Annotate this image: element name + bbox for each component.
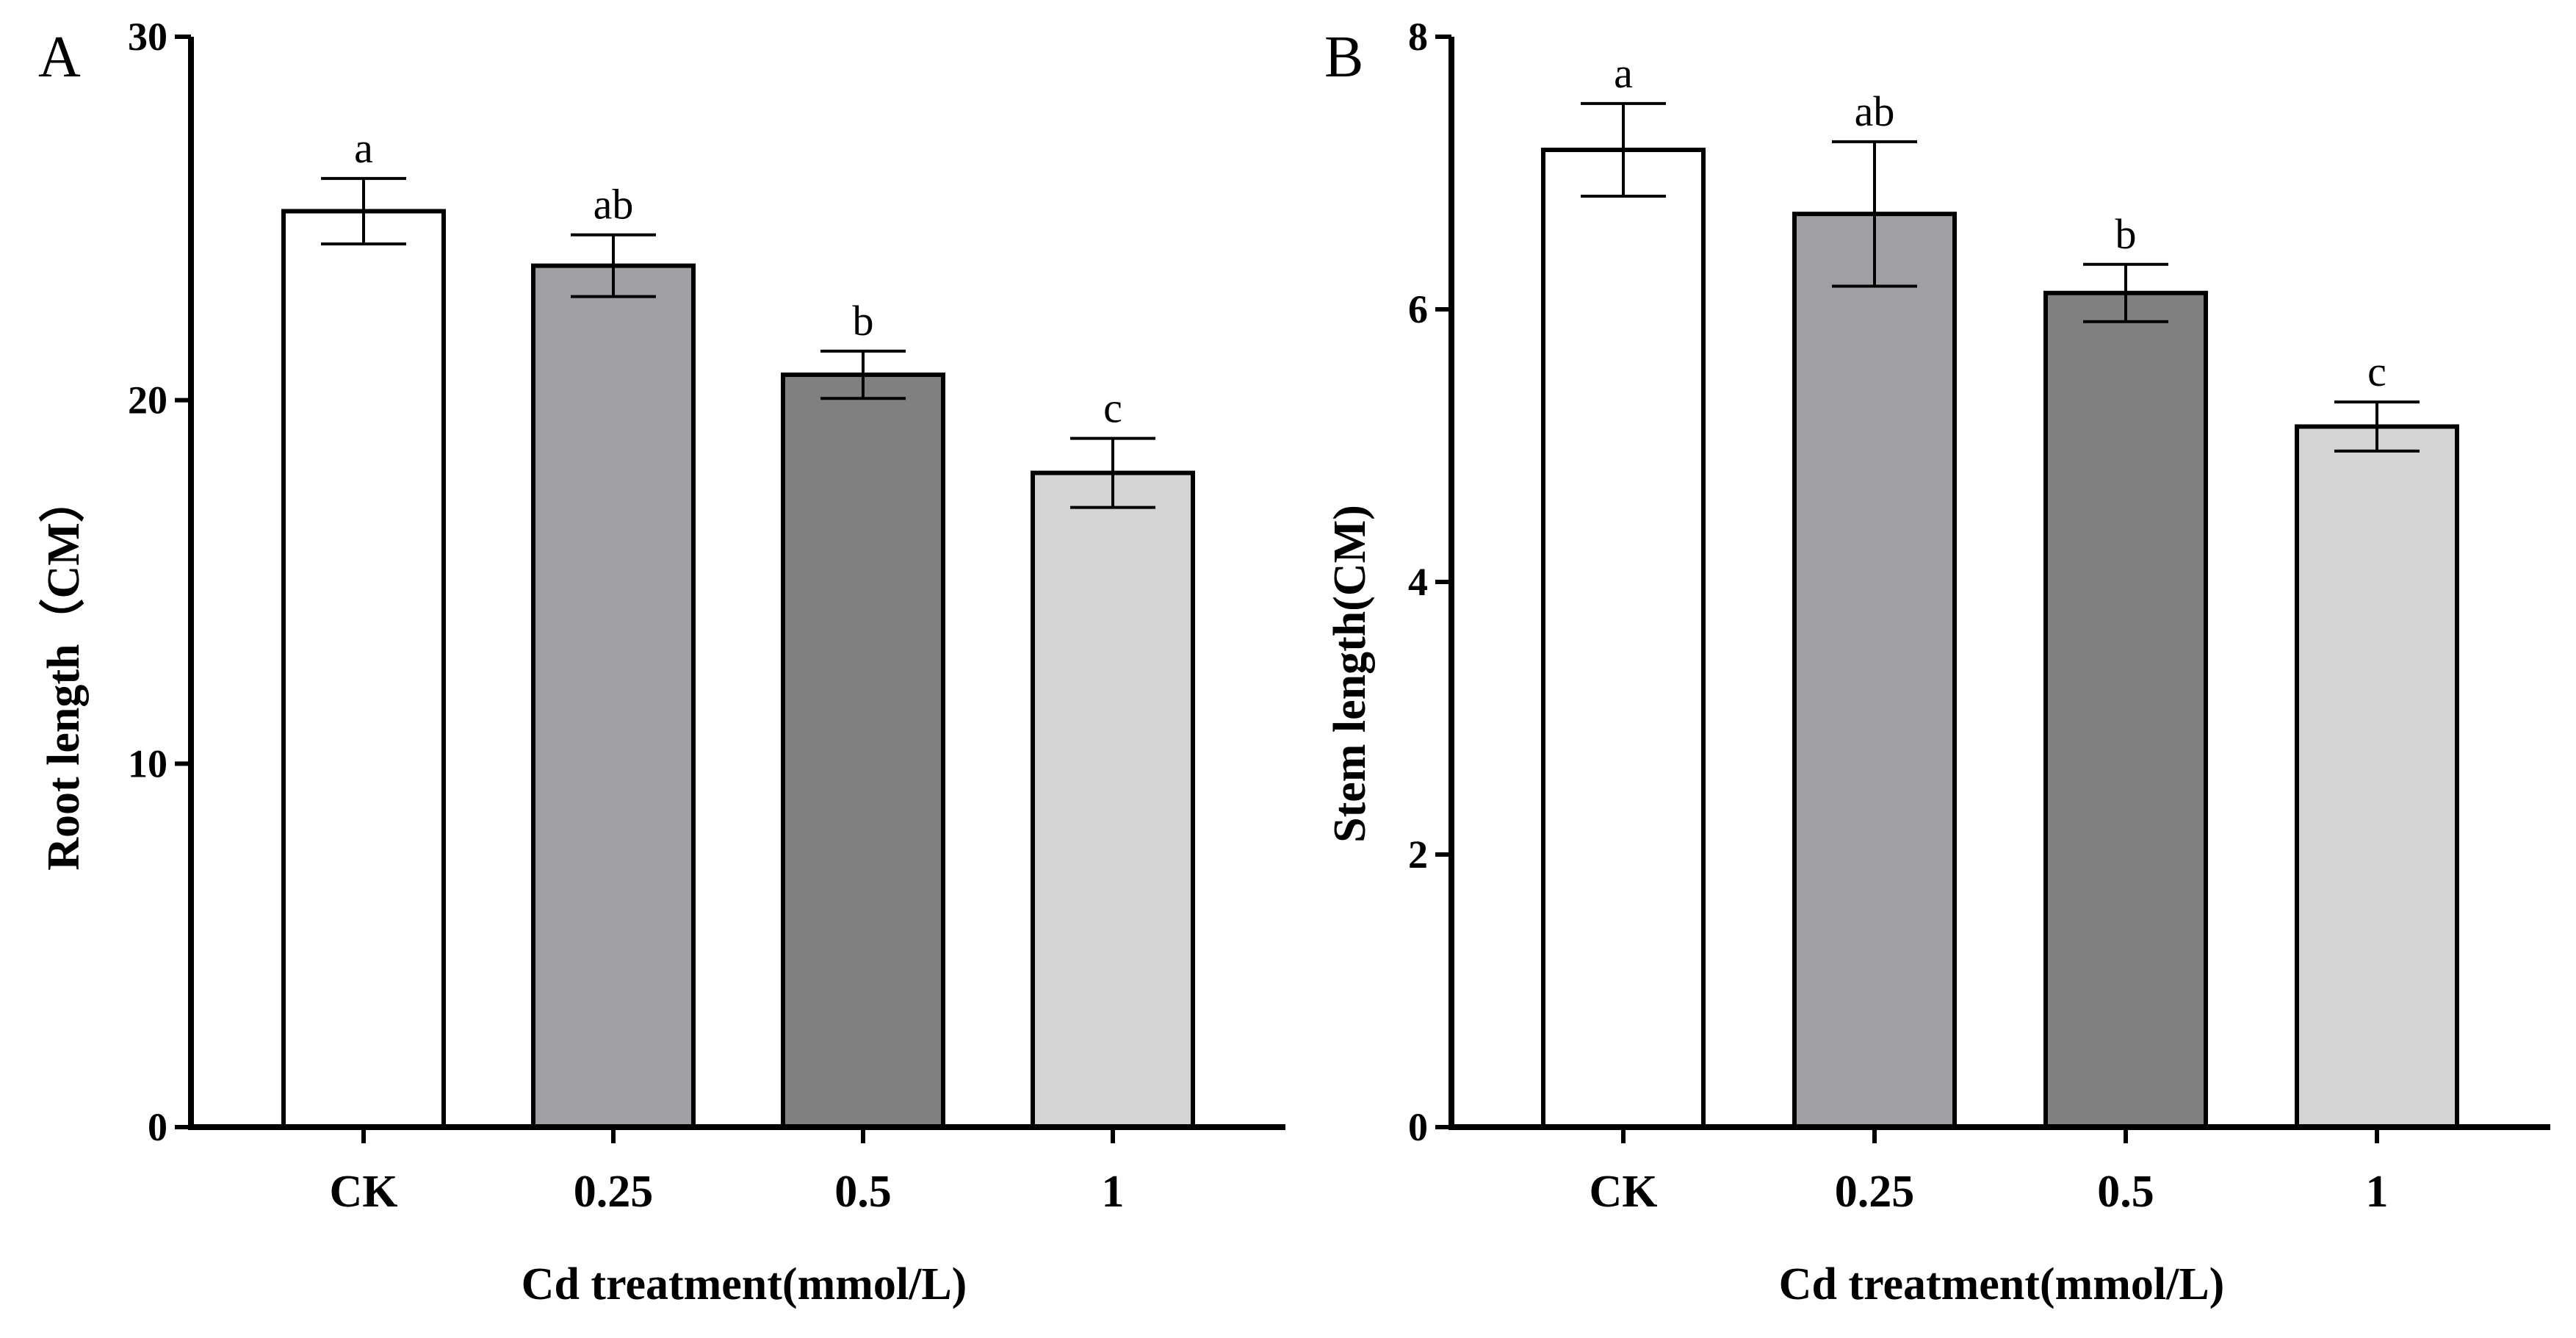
panel-b-x-tick-label-1: CK bbox=[1590, 1167, 1658, 1217]
panel-b-error-bar-3 bbox=[2083, 262, 2168, 323]
panel-b-significance-label-2: ab bbox=[1855, 87, 1895, 135]
panel-b-significance-label-3: b bbox=[2115, 210, 2137, 258]
panel-b-x-axis-title: Cd treatment(mmol/L) bbox=[1779, 1259, 2225, 1309]
panel-a-y-tick-label-4: 30 bbox=[128, 15, 167, 59]
panel-a-x-axis-title: Cd treatment(mmol/L) bbox=[522, 1259, 967, 1309]
panel-b-bar-1 bbox=[1541, 147, 1706, 1130]
panel-a-y-tick-label-1: 0 bbox=[148, 1105, 167, 1149]
panel-b-letter: B bbox=[1324, 25, 1363, 90]
panel-b-y-tick-label-4: 6 bbox=[1408, 287, 1428, 331]
panel-a-x-tick-label-4: 1 bbox=[1102, 1167, 1125, 1217]
panel-b-y-axis-title: Stem length(CM) bbox=[1325, 505, 1375, 843]
panel-a-bar-1 bbox=[281, 209, 446, 1130]
panel-b-y-tick-label-1: 0 bbox=[1408, 1105, 1428, 1149]
panel-a-significance-label-2: ab bbox=[594, 181, 634, 229]
panel-b-y-tick-label-3: 4 bbox=[1408, 560, 1428, 604]
panel-b-error-bar-4 bbox=[2334, 400, 2420, 453]
panel-a-bar-3 bbox=[781, 373, 945, 1130]
panel-a-significance-label-4: c bbox=[1103, 384, 1122, 432]
panel-a-x-tick-label-2: 0.25 bbox=[574, 1167, 654, 1217]
panel-b-plot: a CK ab 0.25 b 0.5 c 1 0 2 4 6 8 bbox=[1408, 15, 2550, 1217]
panel-a-y-axis-title: Root length（CM） bbox=[37, 477, 89, 871]
panel-a-y-tick-label-2: 10 bbox=[128, 741, 167, 785]
panel-b-bar-3 bbox=[2043, 290, 2208, 1129]
panel-a-significance-label-3: b bbox=[853, 297, 874, 345]
panel-a-x-tick-label-3: 0.5 bbox=[834, 1167, 892, 1217]
panel-a-error-bar-1 bbox=[321, 176, 406, 245]
panel-b-y-tick-label-5: 8 bbox=[1408, 15, 1428, 59]
panel-a-y-tick-label-3: 20 bbox=[128, 378, 167, 422]
panel-b-x-tick-label-2: 0.25 bbox=[1835, 1167, 1915, 1217]
panel-b-bar-4 bbox=[2295, 424, 2459, 1129]
panel-a-x-tick-label-1: CK bbox=[330, 1167, 398, 1217]
panel-a-bar-4 bbox=[1031, 470, 1195, 1129]
panel-a-letter: A bbox=[38, 25, 81, 90]
panel-a-significance-label-1: a bbox=[354, 124, 373, 172]
panel-b-x-tick-label-4: 1 bbox=[2366, 1167, 2389, 1217]
panel-a-error-bar-4 bbox=[1070, 436, 1155, 509]
panel-a-error-bar-3 bbox=[820, 349, 906, 400]
panel-b: B a CK ab 0.25 b 0.5 c 1 0 2 4 6 8 Stem length(CM) C… bbox=[1324, 15, 2550, 1309]
panel-a-error-bar-2 bbox=[571, 233, 656, 298]
panel-b-x-tick-label-3: 0.5 bbox=[2097, 1167, 2154, 1217]
panel-a-bar-2 bbox=[531, 263, 696, 1129]
panel-b-error-bar-2 bbox=[1832, 140, 1917, 288]
panel-b-bar-2 bbox=[1792, 212, 1957, 1129]
panel-b-significance-label-4: c bbox=[2367, 348, 2386, 395]
panel-b-error-bar-1 bbox=[1581, 101, 1666, 198]
panel-b-significance-label-1: a bbox=[1614, 49, 1633, 97]
panel-b-y-tick-label-2: 2 bbox=[1408, 832, 1428, 877]
